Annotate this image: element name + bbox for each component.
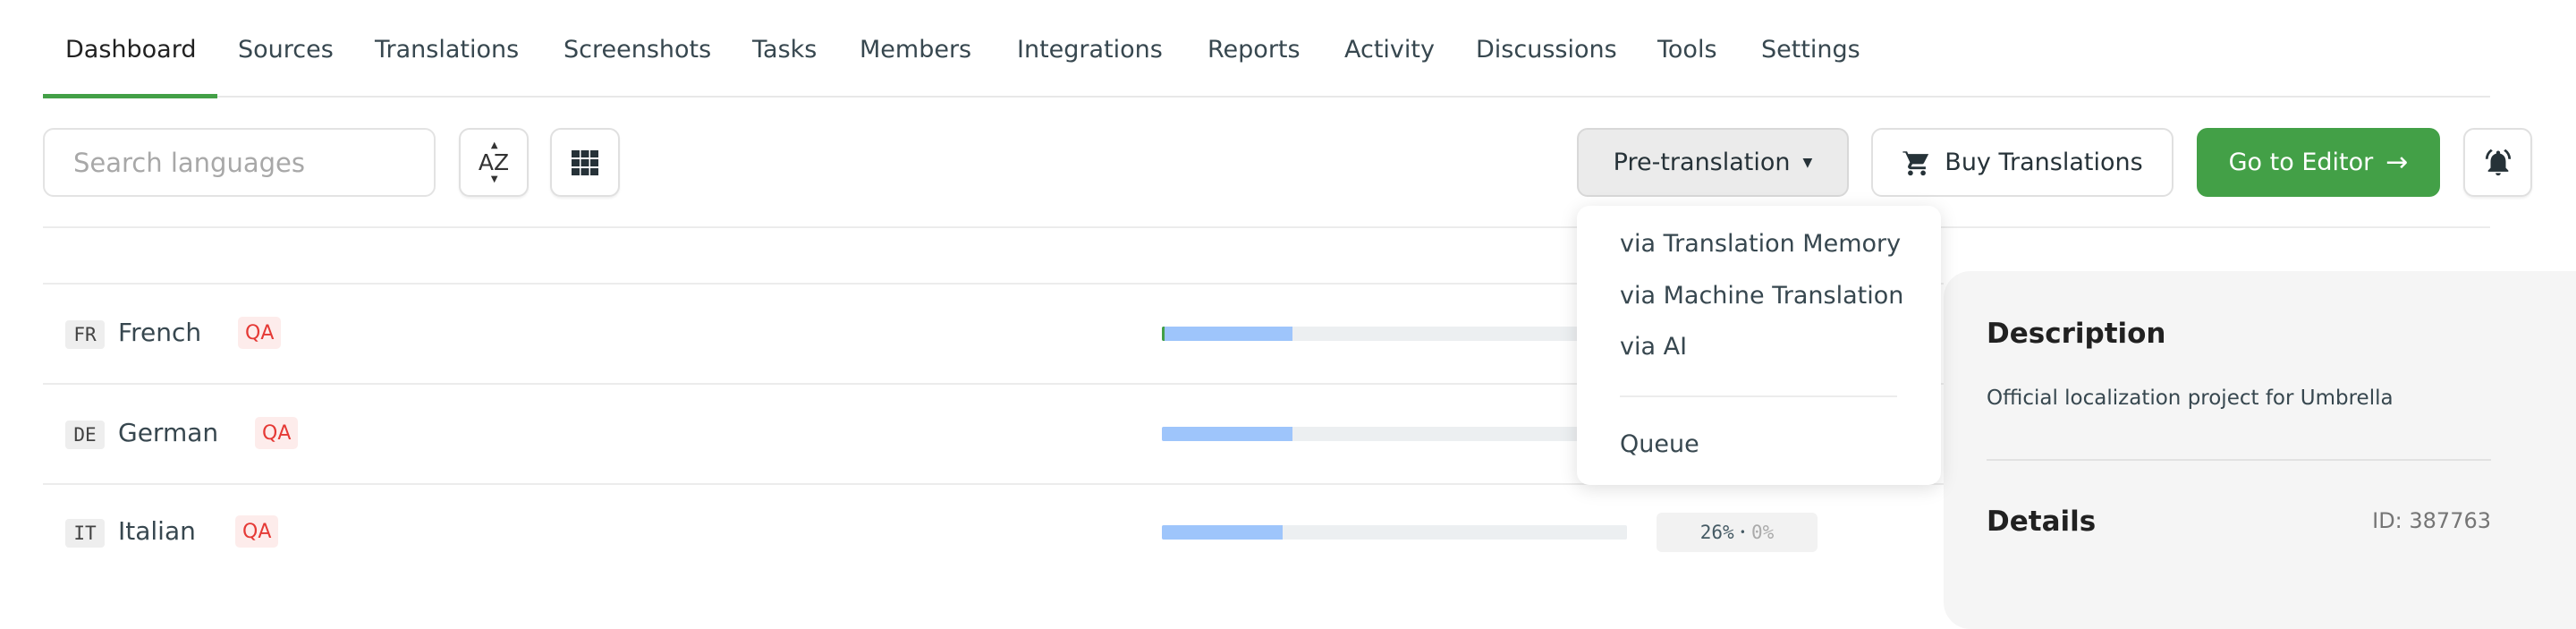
language-name[interactable]: Italian [118, 516, 196, 546]
tab-integrations[interactable]: Integrations [1017, 36, 1163, 64]
cart-icon [1902, 149, 1929, 175]
qa-badge: QA [238, 317, 282, 349]
pre-translation-menu: via Translation Memory via Machine Trans… [1577, 206, 1941, 485]
progress-bar [1162, 525, 1627, 540]
translated-percent: 26% [1699, 522, 1734, 543]
description-title: Description [1987, 318, 2166, 350]
panel-divider [1987, 459, 2491, 461]
tabs-divider [43, 96, 2490, 98]
separator-dot: • [1739, 526, 1746, 539]
tab-reports[interactable]: Reports [1208, 36, 1301, 64]
menu-item-translation-memory[interactable]: via Translation Memory [1620, 230, 1902, 258]
qa-badge: QA [235, 515, 279, 548]
qa-badge: QA [255, 417, 299, 449]
row-divider [43, 283, 1944, 285]
sort-az-icon: AZ ▲ ▼ [478, 140, 510, 184]
notifications-button[interactable] [2463, 128, 2532, 197]
buy-translations-label: Buy Translations [1945, 149, 2143, 176]
tab-discussions[interactable]: Discussions [1476, 36, 1617, 64]
menu-item-queue[interactable]: Queue [1620, 430, 1699, 458]
toolbar-divider [43, 226, 2490, 228]
approved-percent: 0% [1750, 522, 1775, 543]
description-text: Official localization project for Umbrel… [1987, 387, 2394, 410]
tab-members[interactable]: Members [860, 36, 972, 64]
search-languages-input[interactable] [43, 128, 436, 197]
language-code: DE [65, 421, 105, 449]
menu-item-machine-translation[interactable]: via Machine Translation [1620, 282, 1904, 310]
project-id: ID: 387763 [2372, 508, 2491, 533]
tab-tasks[interactable]: Tasks [752, 36, 818, 64]
caret-down-icon: ▼ [1802, 155, 1813, 170]
progress-bar [1162, 427, 1627, 441]
approved-fill [1162, 327, 1165, 341]
row-divider [43, 483, 1944, 485]
language-name[interactable]: French [118, 318, 202, 347]
tab-tools[interactable]: Tools [1657, 36, 1717, 64]
bell-icon [2485, 149, 2511, 175]
sort-button[interactable]: AZ ▲ ▼ [459, 128, 529, 197]
progress-percent: 26% • 0% [1657, 513, 1818, 552]
go-to-editor-button[interactable]: Go to Editor → [2197, 128, 2440, 197]
project-info-panel [1944, 271, 2576, 629]
row-divider [43, 383, 1944, 385]
tab-settings[interactable]: Settings [1761, 36, 1860, 64]
tab-screenshots[interactable]: Screenshots [564, 36, 712, 64]
tab-activity[interactable]: Activity [1344, 36, 1435, 64]
details-title: Details [1987, 506, 2097, 538]
buy-translations-button[interactable]: Buy Translations [1871, 128, 2174, 197]
menu-divider [1620, 395, 1897, 397]
translated-fill [1162, 327, 1292, 341]
language-code: FR [65, 320, 105, 349]
tab-dashboard[interactable]: Dashboard [65, 36, 197, 64]
translated-fill [1162, 525, 1284, 540]
menu-item-ai[interactable]: via AI [1620, 333, 1688, 361]
arrow-right-icon: → [2385, 147, 2409, 178]
pre-translation-label: Pre-translation [1613, 149, 1791, 176]
translated-fill [1162, 427, 1292, 441]
grid-view-button[interactable] [550, 128, 620, 197]
pre-translation-button[interactable]: Pre-translation ▼ [1577, 128, 1849, 197]
progress-bar [1162, 327, 1627, 341]
language-name[interactable]: German [118, 418, 219, 447]
go-to-editor-label: Go to Editor [2228, 149, 2374, 176]
active-tab-indicator [43, 94, 217, 98]
tab-sources[interactable]: Sources [238, 36, 334, 64]
grid-icon [572, 149, 598, 175]
tab-translations[interactable]: Translations [375, 36, 520, 64]
language-code: IT [65, 519, 105, 548]
